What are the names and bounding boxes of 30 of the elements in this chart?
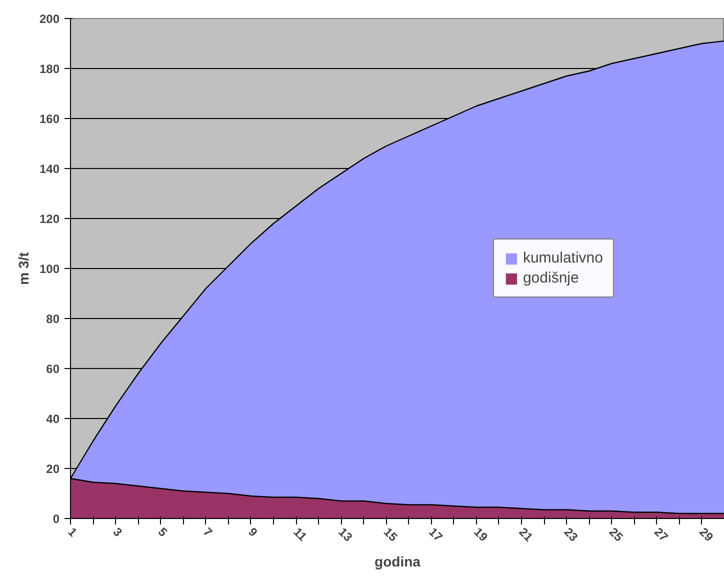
y-tick-label: 100 <box>39 262 60 276</box>
x-axis-title: godina <box>374 553 421 570</box>
y-tick-label: 120 <box>39 212 60 226</box>
x-tick-label: 25 <box>606 524 626 544</box>
y-tick-label: 200 <box>39 12 60 26</box>
y-tick-label: 140 <box>39 162 60 176</box>
x-tick-label: 5 <box>155 524 170 540</box>
legend-label: kumulativno <box>522 250 603 266</box>
x-tick-label: 29 <box>696 524 716 544</box>
y-tick-label: 160 <box>39 112 60 126</box>
x-tick-label: 15 <box>380 524 400 544</box>
x-tick-label: 21 <box>516 524 536 544</box>
y-tick-label: 180 <box>39 62 60 76</box>
y-tick-label: 80 <box>46 312 60 326</box>
y-tick-label: 40 <box>46 412 60 426</box>
x-tick-label: 27 <box>652 524 672 544</box>
x-tick-label: 23 <box>561 524 581 544</box>
x-tick-label: 9 <box>246 524 260 540</box>
legend-label: godišnje <box>522 270 579 286</box>
y-tick-label: 20 <box>46 462 60 476</box>
y-tick-label: 60 <box>46 362 60 376</box>
y-axis-title: m 3/t <box>15 252 32 285</box>
x-tick-label: 13 <box>336 524 356 544</box>
y-tick-label: 0 <box>52 512 60 526</box>
x-tick-label: 1 <box>65 524 80 540</box>
x-tick-label: 19 <box>471 524 491 544</box>
x-tick-label: 17 <box>426 524 446 544</box>
x-tick-label: 11 <box>290 524 310 544</box>
x-tick-label: 3 <box>110 524 126 540</box>
x-tick-label: 7 <box>200 524 216 540</box>
